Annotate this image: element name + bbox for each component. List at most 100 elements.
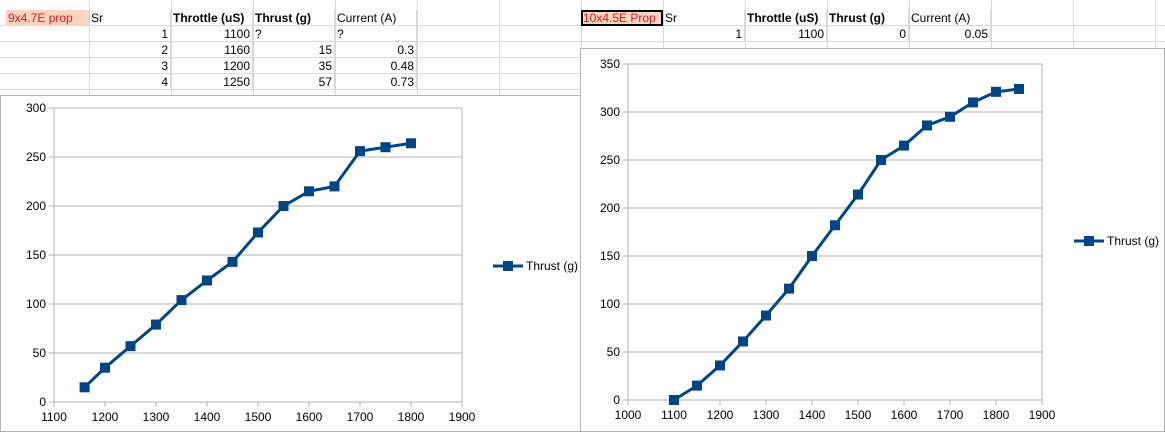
right-table-title-cell[interactable]: 10x4.5E Prop xyxy=(581,10,663,26)
x-tick-label: 1800 xyxy=(398,410,425,424)
data-point xyxy=(125,341,136,352)
x-tick-label: 1400 xyxy=(799,408,826,422)
right-throttle-cell[interactable]: 1100 xyxy=(745,26,827,42)
y-tick-label: 50 xyxy=(607,345,621,359)
y-tick-label: 200 xyxy=(600,201,620,215)
data-point xyxy=(202,275,212,286)
right-col-throttle-header[interactable]: Throttle (uS) xyxy=(745,10,827,26)
data-point xyxy=(380,142,391,153)
data-point xyxy=(738,336,748,347)
left-sr-cell[interactable]: 4 xyxy=(89,74,171,90)
left-col-thrust-header[interactable]: Thrust (g) xyxy=(253,10,335,26)
legend: Thrust (g) xyxy=(1074,234,1159,248)
y-tick-label: 50 xyxy=(33,346,47,360)
left-sr-cell[interactable]: 2 xyxy=(89,42,171,58)
data-point xyxy=(1014,83,1024,94)
data-point xyxy=(329,181,340,192)
x-tick-label: 1100 xyxy=(41,410,67,424)
data-point xyxy=(922,120,932,131)
left-throttle-cell[interactable]: 1250 xyxy=(171,74,253,90)
y-tick-label: 350 xyxy=(600,57,620,71)
data-point xyxy=(151,319,161,330)
y-tick-label: 150 xyxy=(26,248,46,262)
x-tick-label: 1800 xyxy=(983,408,1010,422)
left-throttle-cell[interactable]: 1200 xyxy=(171,58,253,74)
left-throttle-cell[interactable]: 1100 xyxy=(171,26,253,42)
left-current-cell[interactable]: 0.48 xyxy=(335,58,417,74)
y-tick-label: 100 xyxy=(26,297,46,311)
data-point xyxy=(968,97,978,108)
left-thrust-cell[interactable]: 15 xyxy=(253,42,335,58)
y-tick-label: 250 xyxy=(600,153,620,167)
legend-label: Thrust (g) xyxy=(526,259,578,273)
data-point xyxy=(807,251,817,261)
data-point xyxy=(79,382,90,393)
legend-label: Thrust (g) xyxy=(1107,234,1159,248)
data-point xyxy=(253,227,263,238)
x-tick-label: 1100 xyxy=(661,408,687,422)
left-throttle-cell[interactable]: 1160 xyxy=(171,42,253,58)
data-point xyxy=(945,111,955,122)
x-tick-label: 1900 xyxy=(449,410,476,424)
data-point xyxy=(692,380,702,391)
data-point xyxy=(876,155,886,165)
data-point xyxy=(991,86,1001,97)
left-thrust-cell[interactable]: 35 xyxy=(253,58,335,74)
data-point xyxy=(406,138,416,149)
left-col-current-header[interactable]: Current (A) xyxy=(335,10,417,26)
series-line xyxy=(673,87,1020,402)
chart-svg-left: 0 50 100 150 200 250 300 1100 1200 1300 1400 1500 16… xyxy=(26,101,578,424)
left-sr-cell[interactable]: 1 xyxy=(89,26,171,42)
data-point xyxy=(278,201,289,211)
y-tick-label: 300 xyxy=(26,101,46,115)
chart-svg-right: 0 50 100 150 200 250 300 350 1000 1100 1200 1300 140… xyxy=(600,57,1159,422)
right-sr-cell[interactable]: 1 xyxy=(663,26,745,42)
chart-thrust-10x45[interactable]: 0 50 100 150 200 250 300 350 1000 1100 1200 1300 140… xyxy=(580,48,1165,432)
y-tick-label: 300 xyxy=(600,105,620,119)
y-tick-label: 0 xyxy=(39,395,46,409)
x-tick-label: 1900 xyxy=(1029,408,1056,422)
table-row: 1 1100 ? ? 1 1100 0 0.05 xyxy=(0,26,1165,42)
sheet-row-header: 9x4.7E prop Sr Throttle (uS) Thrust (g) … xyxy=(0,10,1165,26)
data-point xyxy=(784,283,794,294)
left-table-title-cell[interactable]: 9x4.7E prop xyxy=(6,10,89,26)
data-point xyxy=(100,362,110,373)
data-point xyxy=(899,140,909,151)
right-col-sr-header[interactable]: Sr xyxy=(663,10,745,26)
x-tick-label: 1300 xyxy=(143,410,170,424)
y-tick-label: 100 xyxy=(600,297,620,311)
right-current-cell[interactable]: 0.05 xyxy=(909,26,991,42)
y-tick-label: 200 xyxy=(26,199,46,213)
y-tick-label: 0 xyxy=(613,393,620,407)
left-col-throttle-header[interactable]: Throttle (uS) xyxy=(171,10,253,26)
data-point xyxy=(715,360,725,371)
data-point xyxy=(830,220,840,231)
left-sr-cell[interactable]: 3 xyxy=(89,58,171,74)
x-tick-label: 1000 xyxy=(615,408,642,422)
data-point xyxy=(227,256,238,267)
data-point xyxy=(853,189,863,200)
x-tick-label: 1600 xyxy=(891,408,918,422)
right-col-current-header[interactable]: Current (A) xyxy=(909,10,991,26)
y-tick-label: 250 xyxy=(26,150,46,164)
data-point xyxy=(304,186,314,197)
legend-marker xyxy=(1084,236,1094,246)
left-thrust-cell[interactable]: ? xyxy=(253,26,335,42)
data-point xyxy=(761,310,771,321)
x-tick-label: 1500 xyxy=(245,410,272,424)
chart-thrust-9x47[interactable]: 0 50 100 150 200 250 300 1100 1200 1300 1400 1500 16… xyxy=(0,95,583,432)
left-current-cell[interactable]: 0.3 xyxy=(335,42,417,58)
x-tick-label: 1700 xyxy=(937,408,964,422)
left-col-sr-header[interactable]: Sr xyxy=(89,10,171,26)
left-current-cell[interactable]: ? xyxy=(335,26,417,42)
x-tick-label: 1600 xyxy=(296,410,323,424)
left-thrust-cell[interactable]: 57 xyxy=(253,74,335,90)
left-current-cell[interactable]: 0.73 xyxy=(335,74,417,90)
right-thrust-cell[interactable]: 0 xyxy=(827,26,909,42)
data-point xyxy=(669,395,679,405)
data-point xyxy=(176,295,187,306)
right-col-thrust-header[interactable]: Thrust (g) xyxy=(827,10,909,26)
x-tick-label: 1200 xyxy=(707,408,734,422)
x-tick-label: 1200 xyxy=(92,410,119,424)
